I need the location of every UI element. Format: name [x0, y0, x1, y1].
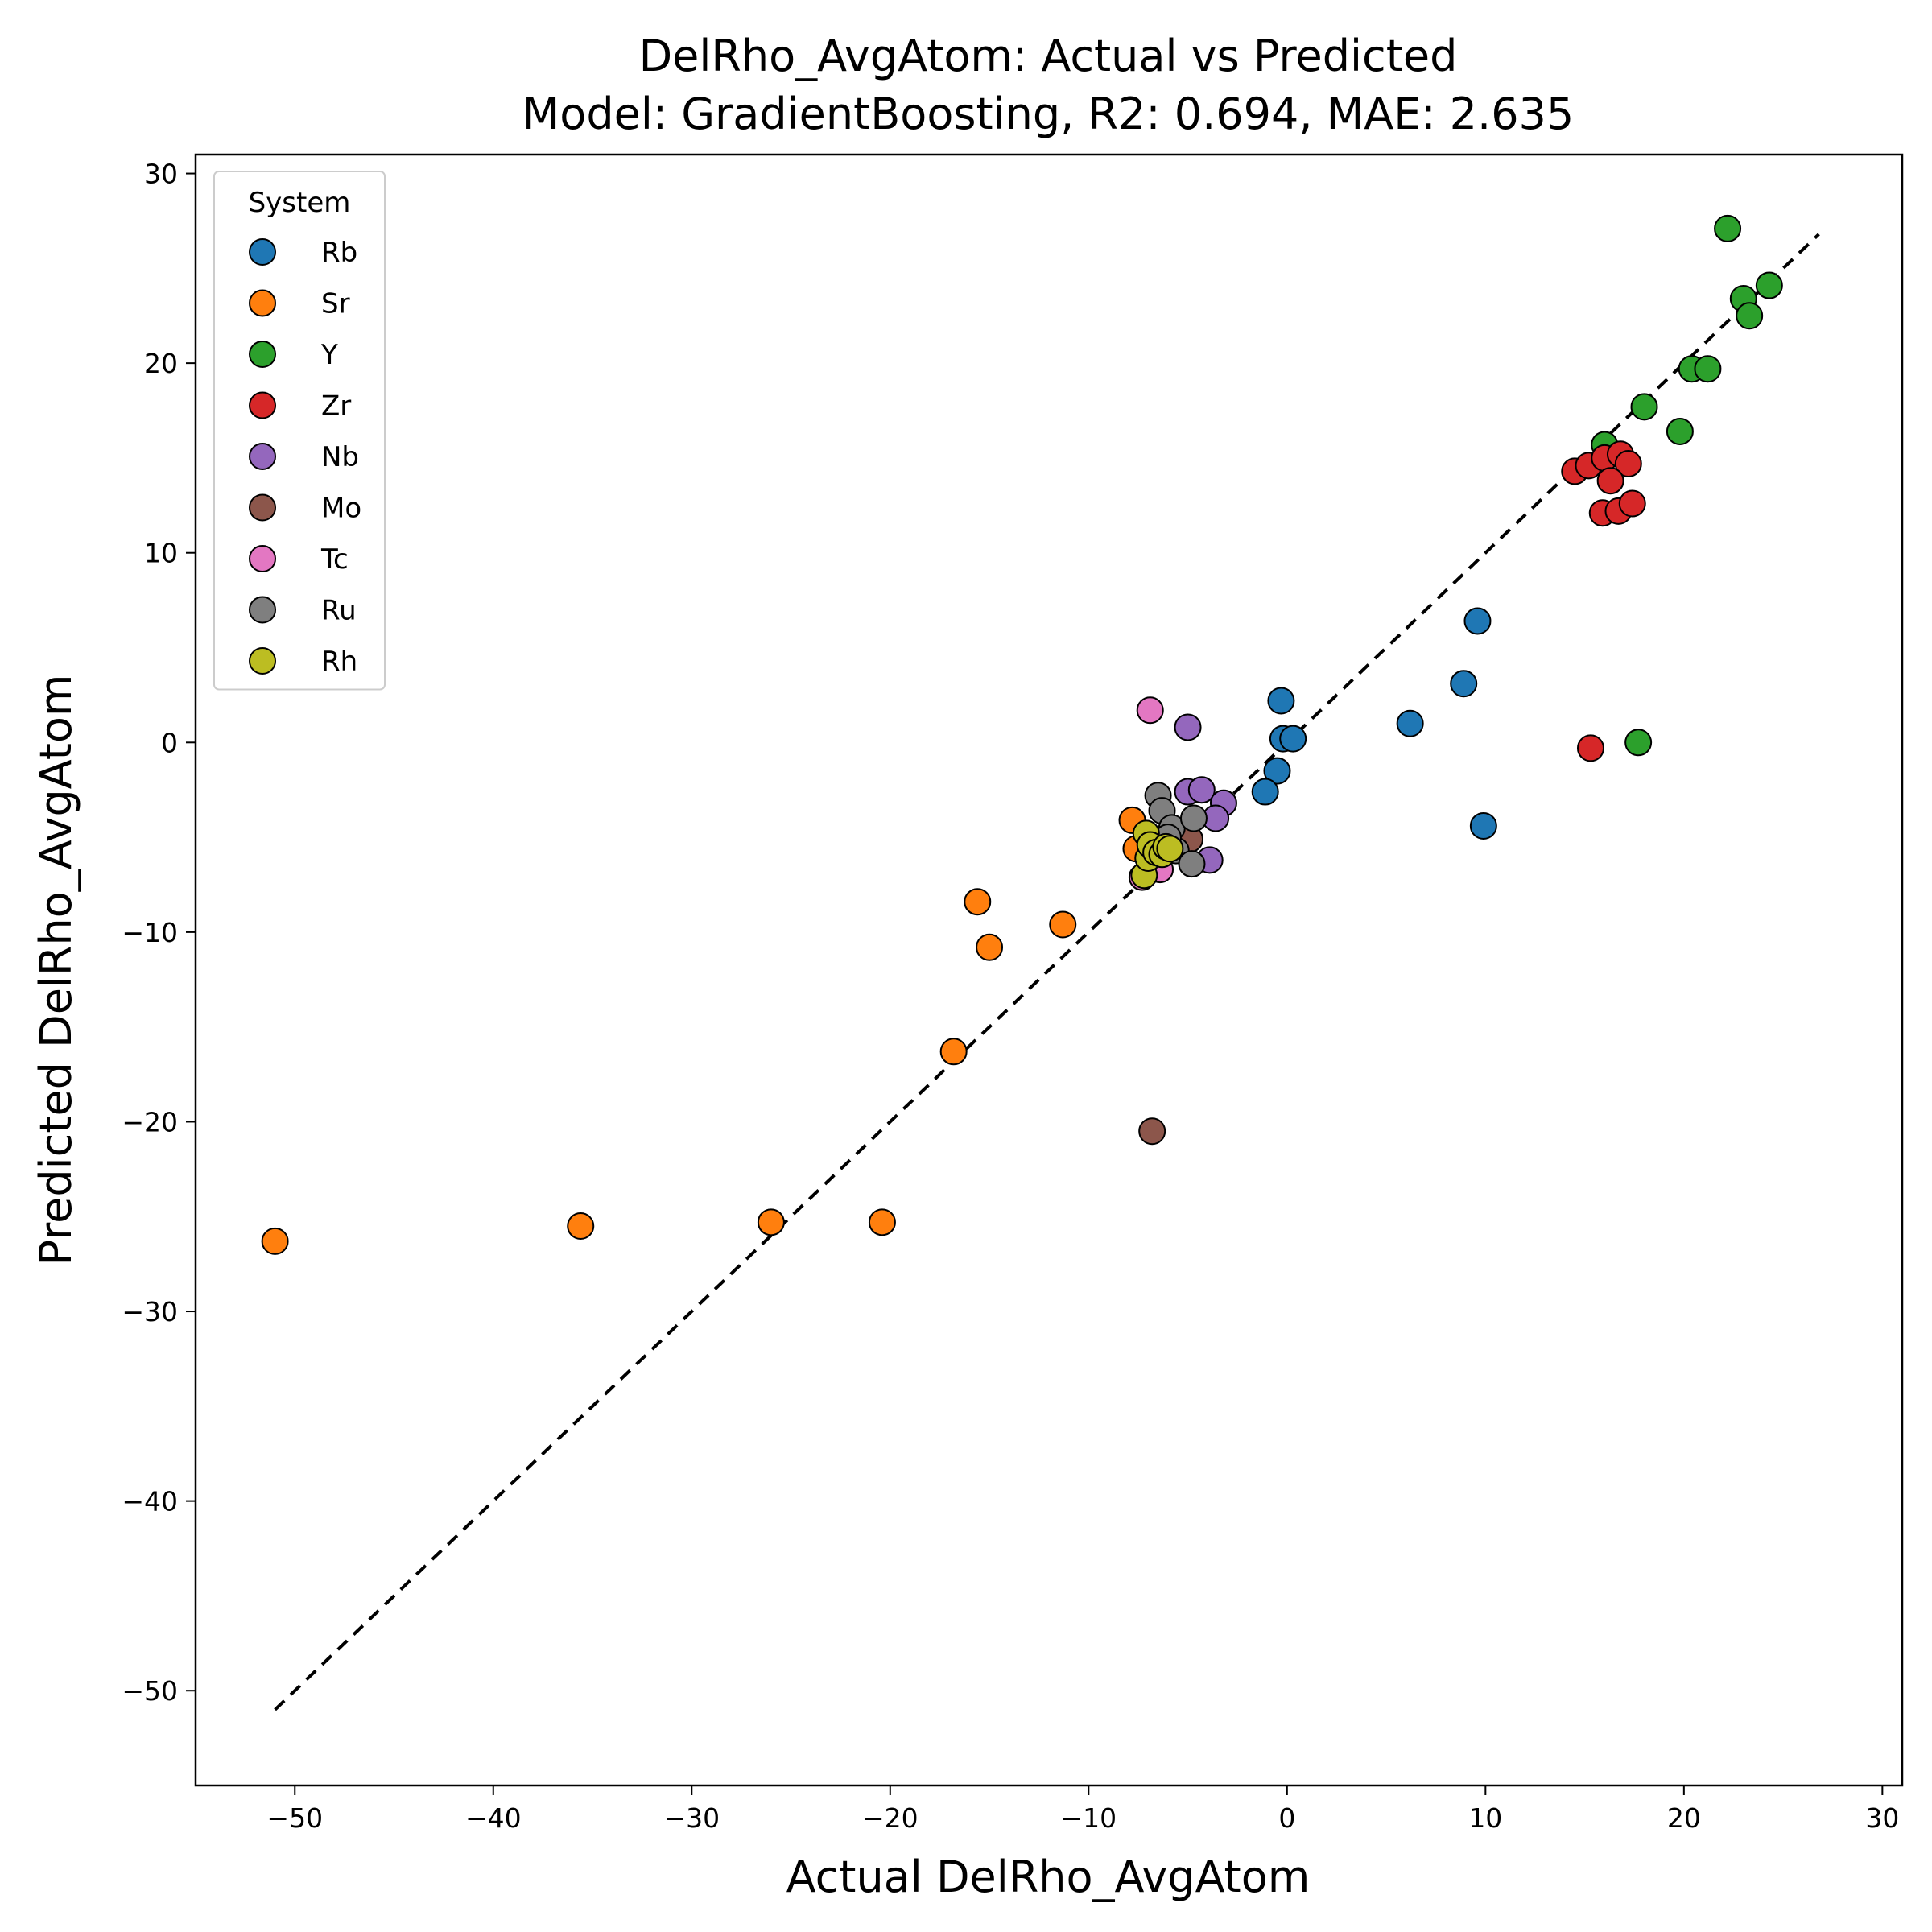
data-point-mo	[1138, 1117, 1166, 1146]
data-point-sr	[567, 1212, 595, 1241]
data-point-zr	[1596, 467, 1624, 495]
y-tick-label: −40	[122, 1486, 178, 1517]
data-point-zr	[1618, 489, 1646, 518]
legend-label-tc: Tc	[320, 543, 349, 576]
data-point-zr	[1576, 734, 1604, 762]
legend-marker-y	[249, 341, 276, 368]
legend-label-zr: Zr	[321, 390, 351, 423]
data-point-rb	[1263, 757, 1291, 785]
data-point-rb	[1251, 778, 1279, 806]
data-point-y	[1755, 271, 1783, 299]
data-point-rb	[1469, 811, 1497, 840]
chart-subtitle: Model: GradientBoosting, R2: 0.694, MAE:…	[522, 89, 1575, 139]
data-point-sr	[964, 888, 992, 916]
series-sr	[261, 806, 1150, 1255]
legend-label-y: Y	[320, 339, 338, 371]
data-point-nb	[1187, 776, 1216, 804]
y-tick-label: 20	[144, 348, 178, 379]
x-axis-label: Actual DelRho_AvgAtom	[786, 1852, 1311, 1902]
data-point-y	[1736, 302, 1764, 330]
data-point-y	[1624, 729, 1653, 757]
legend-marker-mo	[249, 493, 276, 522]
x-tick-label: 20	[1667, 1802, 1701, 1834]
data-point-y	[1694, 355, 1722, 383]
legend-box	[213, 171, 386, 691]
legend: System Rb Sr Y Zr Nb Mo Tc Ru Rh	[213, 171, 386, 691]
legend-label-rh: Rh	[321, 646, 357, 678]
legend-marker-ru	[249, 596, 276, 624]
data-point-rb	[1450, 670, 1478, 698]
y-tick-label: −20	[122, 1106, 178, 1137]
y-tick-label: 30	[144, 159, 178, 190]
legend-marker-rb	[249, 238, 276, 266]
y-tick-label: 0	[161, 727, 178, 758]
data-point-rb	[1279, 724, 1307, 753]
data-point-zr	[1614, 449, 1642, 477]
y-axis-label: Predicted DelRho_AvgAtom	[31, 674, 81, 1265]
legend-title: System	[249, 187, 351, 219]
data-point-rb	[1396, 709, 1424, 737]
y-tick-label: −50	[122, 1675, 178, 1707]
legend-label-ru: Ru	[321, 595, 357, 627]
x-tick-label: −30	[663, 1802, 720, 1834]
data-point-sr	[868, 1208, 896, 1236]
legend-marker-rh	[249, 647, 276, 675]
legend-label-mo: Mo	[321, 493, 361, 525]
legend-label-sr: Sr	[321, 288, 350, 320]
y-tick-label: −30	[122, 1296, 178, 1327]
data-point-ru	[1178, 850, 1206, 878]
x-tick-label: −20	[862, 1802, 919, 1834]
x-tick-label: −50	[266, 1802, 323, 1834]
data-point-rb	[1463, 607, 1492, 635]
x-tick-label: 10	[1468, 1802, 1502, 1834]
series-zr	[1561, 440, 1646, 762]
data-point-rh	[1156, 835, 1184, 863]
series-rh	[1130, 819, 1184, 890]
data-point-sr	[261, 1227, 289, 1255]
series-rb	[1251, 607, 1497, 840]
data-point-tc	[1136, 696, 1164, 724]
data-point-ru	[1179, 804, 1208, 832]
legend-marker-zr	[249, 391, 276, 419]
legend-label-nb: Nb	[321, 441, 359, 473]
y-tick-label: −10	[122, 917, 178, 948]
data-point-y	[1714, 214, 1742, 242]
x-tick-label: 0	[1278, 1802, 1295, 1834]
plot-area	[194, 153, 1904, 1787]
legend-marker-nb	[249, 443, 276, 470]
data-point-rb	[1267, 687, 1295, 715]
legend-marker-sr	[249, 289, 276, 317]
data-point-sr	[939, 1038, 968, 1066]
legend-marker-tc	[249, 545, 276, 572]
data-point-y	[1630, 393, 1658, 421]
identity-reference-line	[274, 233, 1820, 1711]
x-tick-label: 30	[1865, 1802, 1899, 1834]
data-point-sr	[757, 1208, 785, 1236]
y-tick-label: 10	[144, 538, 178, 569]
data-point-nb	[1174, 713, 1202, 741]
data-point-sr	[976, 933, 1004, 961]
x-tick-label: −10	[1060, 1802, 1117, 1834]
data-point-y	[1666, 417, 1694, 445]
data-point-sr	[1049, 910, 1077, 939]
x-tick-label: −40	[465, 1802, 522, 1834]
chart-title: DelRho_AvgAtom: Actual vs Predicted	[639, 31, 1458, 81]
legend-label-rb: Rb	[321, 237, 357, 269]
